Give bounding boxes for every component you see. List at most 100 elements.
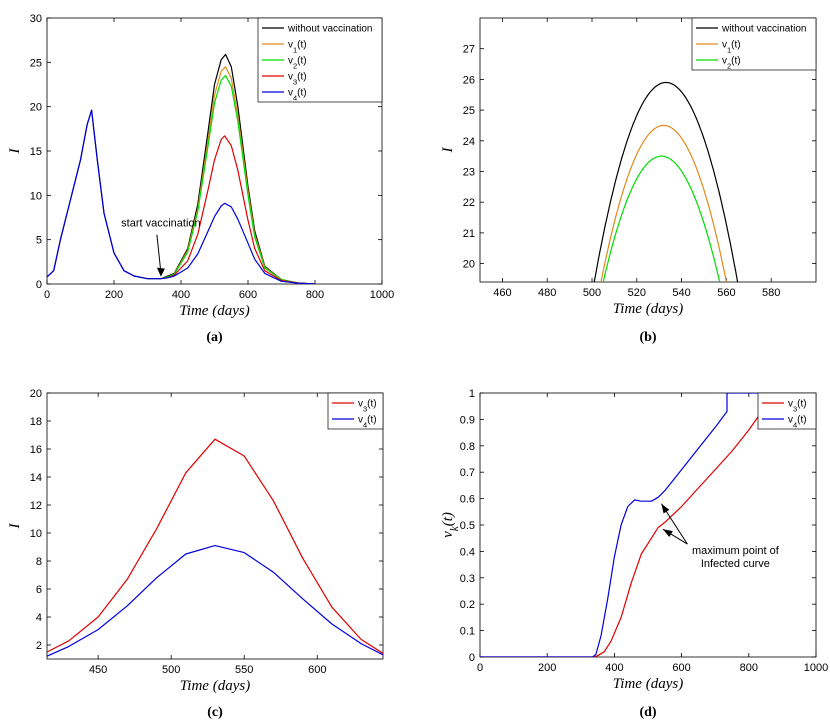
x-tick-label: 600 (308, 664, 326, 676)
y-tick-label: 1 (469, 388, 475, 400)
y-tick-label: 0.8 (460, 441, 475, 453)
y-tick-label: 0.5 (460, 520, 475, 532)
annotation-text: Infected curve (701, 558, 770, 570)
y-tick-label: 26 (463, 74, 475, 86)
x-tick-label: 520 (628, 287, 646, 299)
legend-entry: without vaccination (721, 24, 807, 35)
y-tick-label: 0.7 (460, 467, 475, 479)
legend-entry: v4(t) (288, 88, 307, 103)
series-group (480, 393, 816, 657)
series-group (593, 81, 739, 282)
y-tick-label: 8 (36, 556, 42, 568)
y-tick-label: 6 (36, 584, 42, 596)
y-tick-label: 0 (469, 652, 475, 664)
annotation-arrowhead (156, 267, 165, 277)
y-tick-label: 27 (463, 44, 475, 56)
y-tick-label: 16 (30, 444, 42, 456)
legend-entry: without vaccination (287, 24, 373, 35)
panel-label: (a) (206, 330, 223, 345)
y-tick-label: 23 (463, 166, 475, 178)
x-tick-label: 800 (740, 662, 758, 674)
x-tick-label: 450 (89, 664, 107, 676)
series-line-v-4-t- (47, 545, 383, 657)
panel-label: (d) (639, 705, 656, 720)
x-tick-label: 600 (672, 662, 690, 674)
y-tick-label: 20 (30, 388, 42, 400)
legend-entry: v3(t) (788, 399, 807, 414)
y-tick-label: 0.1 (460, 626, 475, 638)
series-line-v-3-t- (47, 438, 383, 654)
x-tick-label: 540 (672, 287, 690, 299)
y-tick-label: 0.9 (460, 414, 475, 426)
annotation-text: start vaccination (121, 218, 200, 230)
y-tick-label: 20 (463, 259, 475, 271)
y-tick-label: 14 (30, 472, 42, 484)
y-tick-label: 0 (36, 279, 42, 291)
panel-b: 460 480 500 520 540 560 580 20 21 22 23 24 25 26 27 wit… (440, 17, 817, 345)
legend-entry: v2(t) (288, 56, 307, 71)
x-tick-label: 480 (538, 287, 556, 299)
x-tick-label: 580 (762, 287, 780, 299)
x-tick-label: 0 (477, 662, 483, 674)
y-tick-label: 2 (36, 640, 42, 652)
y-axis-label: vk(t) (440, 512, 461, 538)
panel-c: 450 500 550 600 2 4 6 8 10 12 14 16 18 20 v3(t)v4(t) Ti… (7, 388, 384, 720)
y-tick-label: 0.3 (460, 573, 475, 585)
x-tick-label: 400 (605, 662, 623, 674)
y-axis-label: I (7, 148, 23, 155)
y-tick-label: 0.4 (460, 546, 475, 558)
x-tick-label: 500 (162, 664, 180, 676)
y-axis-label: I (440, 147, 456, 154)
annotation-text: maximum point of (692, 545, 780, 557)
y-tick-label: 0.2 (460, 599, 475, 611)
x-tick-label: 800 (306, 289, 324, 301)
annotation-arrowhead (661, 503, 670, 514)
y-axis-label: I (7, 523, 23, 530)
x-tick-label: 400 (172, 289, 190, 301)
series-line-without-vaccination (593, 81, 739, 282)
legend-box (327, 392, 384, 430)
panel-label: (c) (207, 705, 223, 720)
panel-a: 0 200 400 600 800 1000 0 5 10 15 20 25 30 without vac… (7, 13, 394, 345)
x-axis-label: Time (days) (613, 676, 683, 692)
series-group (47, 438, 383, 657)
plot-area (46, 392, 384, 660)
legend-entry: v1(t) (288, 40, 307, 55)
legend-box (757, 392, 817, 430)
y-tick-label: 20 (30, 102, 42, 114)
legend-entry: v2(t) (722, 56, 741, 71)
y-tick-label: 12 (30, 500, 42, 512)
x-axis-label: Time (days) (613, 301, 683, 317)
legend-entry: v4(t) (788, 415, 807, 430)
x-tick-label: 200 (538, 662, 556, 674)
series-group (47, 53, 316, 284)
plot-area (479, 392, 817, 658)
x-axis-label: Time (days) (180, 678, 250, 694)
legend-box (257, 17, 383, 103)
series-line-v-4-t- (480, 393, 816, 657)
annotation-arrowhead (662, 529, 673, 538)
x-tick-label: 560 (717, 287, 735, 299)
y-tick-label: 25 (30, 57, 42, 69)
y-tick-label: 21 (463, 228, 475, 240)
series-line-v-4-t- (47, 109, 316, 284)
y-tick-label: 30 (30, 13, 42, 25)
y-tick-label: 22 (463, 197, 475, 209)
legend-entry: v4(t) (358, 415, 377, 430)
x-tick-label: 600 (239, 289, 257, 301)
legend-entry: v3(t) (288, 72, 307, 87)
y-tick-label: 5 (36, 235, 42, 247)
y-tick-label: 18 (30, 416, 42, 428)
y-tick-label: 4 (36, 612, 42, 624)
series-line-v-3-t- (480, 393, 816, 657)
x-axis-label: Time (days) (179, 303, 249, 319)
y-tick-label: 25 (463, 105, 475, 117)
legend-entry: v1(t) (722, 40, 741, 55)
y-tick-label: 15 (30, 146, 42, 158)
x-tick-label: 200 (105, 289, 123, 301)
series-line-v-2-t- (160, 75, 316, 284)
x-tick-label: 550 (235, 664, 253, 676)
x-tick-label: 500 (583, 287, 601, 299)
y-tick-label: 0.6 (460, 494, 475, 506)
